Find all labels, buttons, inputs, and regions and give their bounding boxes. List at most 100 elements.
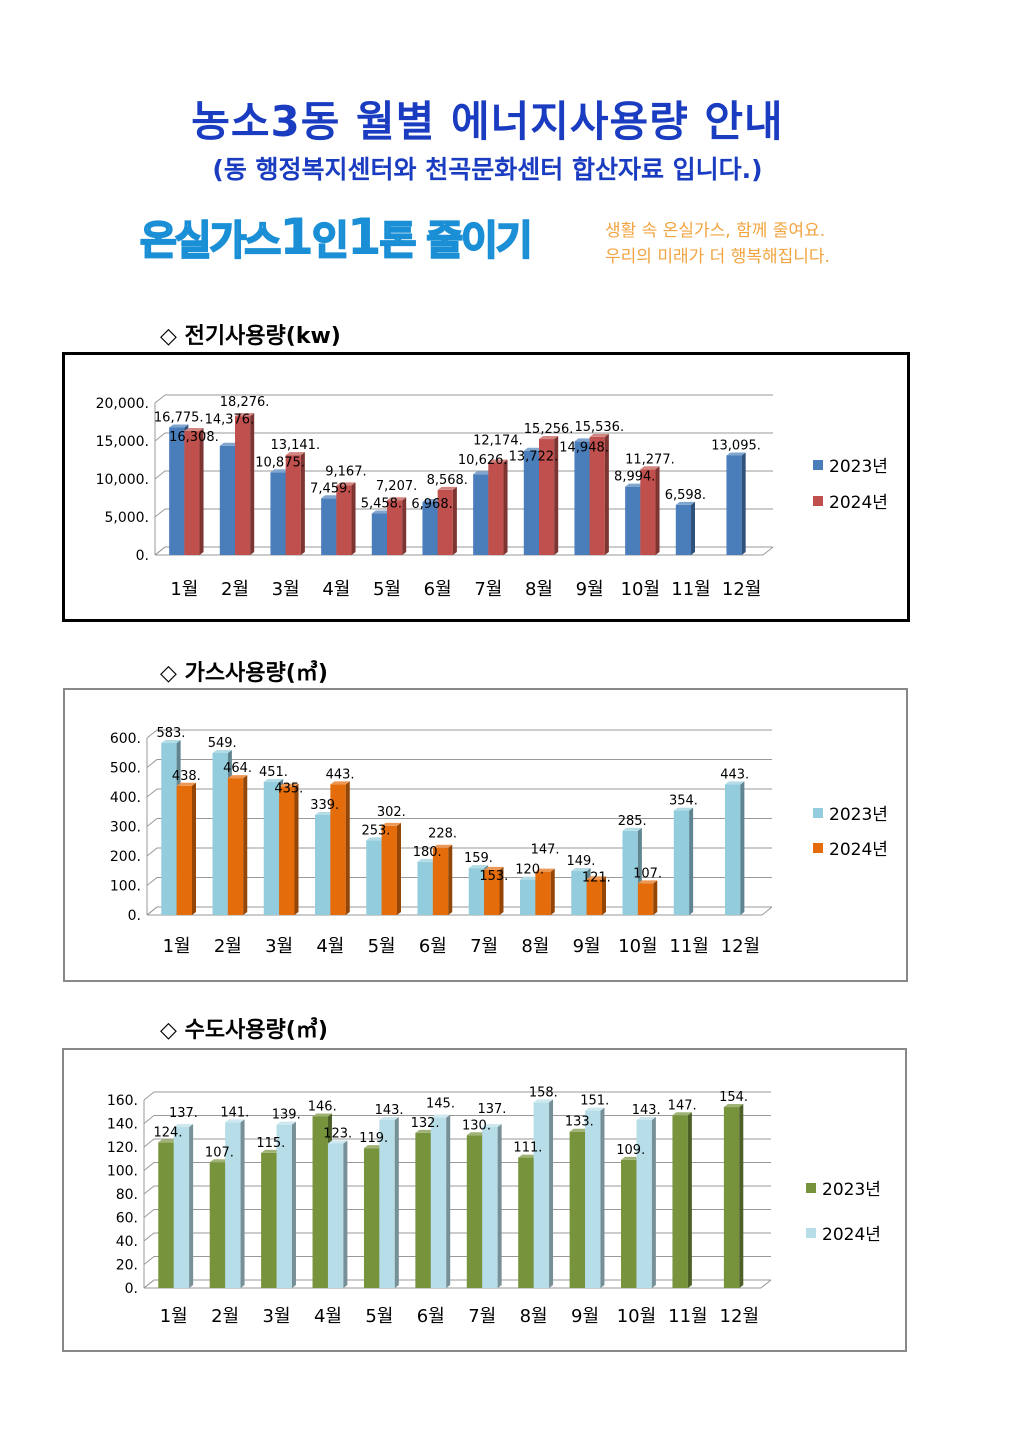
page-title: 농소3동 월별 에너지사용량 안내 [191, 97, 784, 146]
bar [622, 830, 638, 915]
bar-top [371, 510, 391, 514]
x-tick-label: 6월 [424, 579, 452, 600]
bar-top [675, 501, 695, 505]
bar [466, 1135, 483, 1288]
bar [725, 784, 741, 915]
data-label: 5,458. [361, 497, 402, 512]
bar-top [636, 1116, 656, 1120]
x-tick-label: 7월 [470, 936, 498, 957]
x-tick-label: 10월 [618, 936, 657, 957]
gridline [154, 508, 773, 518]
gridline [143, 1209, 771, 1218]
x-tick-label: 8월 [520, 1306, 548, 1327]
bar-side [343, 1140, 348, 1288]
bar [488, 462, 504, 555]
data-label: 339. [310, 798, 339, 813]
y-tick-label: 200. [110, 849, 141, 865]
bar-side [655, 466, 660, 555]
gas-section-title: ◇ 가스사용량(㎥) [160, 661, 328, 686]
gridline [143, 1138, 771, 1148]
y-tick-label: 60. [116, 1211, 138, 1227]
x-tick-label: 3월 [263, 1306, 291, 1327]
y-tick-label: 160. [107, 1093, 138, 1109]
bar-top [726, 452, 746, 456]
gridline [154, 470, 773, 480]
bar-side [739, 1104, 744, 1288]
bar [276, 1124, 292, 1288]
bar-side [600, 1107, 605, 1288]
bar-top [437, 486, 457, 490]
x-tick-label: 2월 [221, 579, 249, 600]
bar [212, 753, 228, 915]
data-label: 16,308. [169, 430, 219, 445]
data-label: 146. [308, 1099, 337, 1114]
data-label: 137. [477, 1102, 506, 1117]
chart-svg: 0. 100. 200. 300. 400. 500. 600. 1월 2월 3월 4월 5월 6월 7월… [110, 726, 888, 957]
data-label: 107. [633, 866, 662, 881]
data-label: 11,277. [625, 452, 675, 467]
bar [321, 498, 337, 555]
bar [585, 1110, 601, 1288]
gridline [143, 1256, 771, 1265]
bar-top [466, 1132, 487, 1136]
bar-top [482, 1124, 502, 1128]
bar-top [640, 466, 660, 470]
bar-top [366, 837, 386, 841]
bar-top [574, 438, 594, 442]
bar-top [161, 740, 181, 744]
bar-side [291, 1121, 296, 1288]
bar [169, 427, 185, 555]
campaign-banner-logo: 온실가스1인1톤 줄이기 [139, 212, 534, 266]
gas-chart: 0. 100. 200. 300. 400. 500. 600. 1월 2월 3월 4월 5월 6월 7월… [63, 688, 908, 982]
gridline [143, 1162, 771, 1171]
chart-svg: 0. 5,000. 10,000. 15,000. 20,000. 1월 2월 3월 4월 5월 6… [96, 394, 888, 600]
bar-top [535, 868, 555, 872]
bar-side [602, 876, 606, 915]
bar [586, 879, 602, 915]
bar-top [432, 844, 453, 848]
floor-line [760, 1279, 772, 1289]
bar [173, 1127, 190, 1288]
electricity-chart: 0. 5,000. 10,000. 15,000. 20,000. 1월 2월 3월 4월 5월 6… [62, 352, 910, 622]
bar-top [276, 1121, 296, 1125]
bar [315, 814, 331, 915]
x-tick-label: 4월 [322, 579, 350, 600]
bar [473, 474, 489, 555]
bar [726, 455, 742, 555]
bar-top [315, 811, 335, 815]
chart-svg: 0. 20. 40. 60. 80. 100. 120. 140. 160. 1월 2월 3월 4월 5월… [107, 1085, 881, 1327]
bar-side [189, 1124, 194, 1288]
y-tick-label: 15,000. [96, 434, 149, 450]
bar-side [240, 1119, 245, 1288]
bar-top [158, 1139, 178, 1143]
x-tick-label: 5월 [373, 579, 401, 600]
bar [270, 472, 286, 555]
data-label: 109. [616, 1143, 645, 1158]
bar-top [387, 497, 407, 501]
x-tick-label: 4월 [314, 1306, 342, 1327]
data-label: 583. [156, 726, 185, 741]
data-label: 107. [205, 1145, 234, 1160]
bar [574, 441, 590, 555]
bar-side [294, 783, 299, 915]
bar-top [379, 1116, 399, 1120]
data-label: 7,459. [310, 481, 351, 496]
bar-side [604, 433, 609, 555]
data-label: 16,775. [154, 411, 204, 426]
bar-top [523, 447, 543, 451]
bar [636, 1119, 652, 1288]
bar [637, 883, 654, 915]
data-label: 6,598. [665, 488, 706, 503]
data-label: 435. [274, 782, 303, 797]
data-label: 443. [326, 767, 355, 782]
gridline [146, 877, 772, 886]
y-tick-label: 100. [110, 879, 141, 895]
bar [523, 450, 539, 555]
bar [285, 455, 301, 555]
banner-text: 1 [279, 208, 314, 266]
x-tick-label: 3월 [265, 936, 293, 957]
bar-side [192, 782, 196, 915]
legend-swatch [813, 460, 823, 470]
data-label: 141. [220, 1105, 249, 1120]
bar-top [725, 781, 745, 785]
